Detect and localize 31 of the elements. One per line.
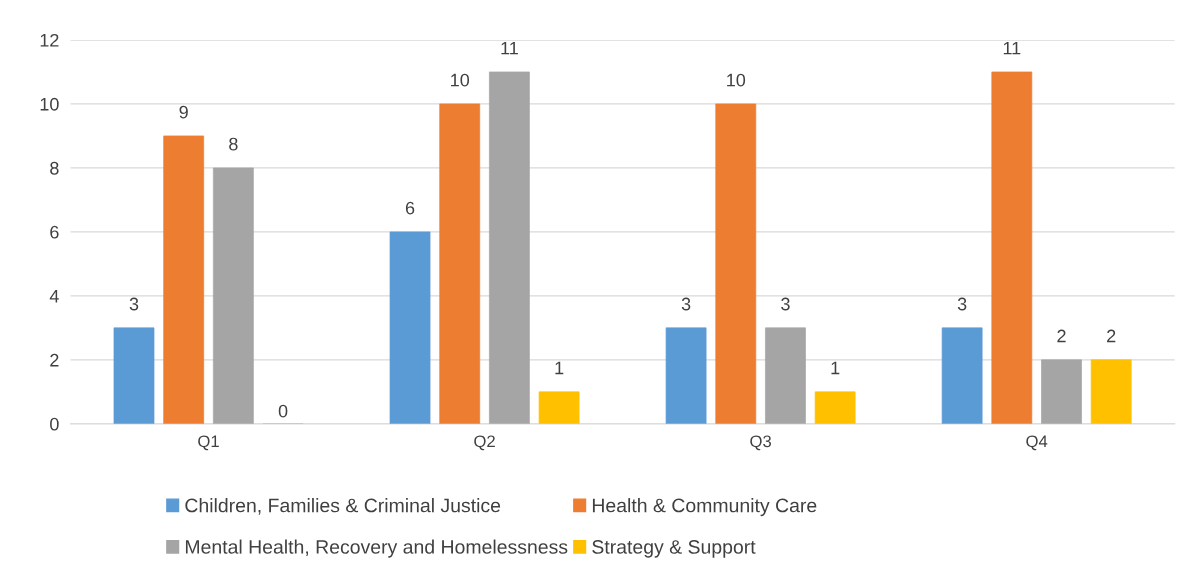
- x-tick-label: Q3: [750, 435, 771, 451]
- data-label: 11: [501, 41, 518, 55]
- x-tick-label: Q1: [198, 435, 219, 451]
- data-label: 10: [451, 73, 470, 87]
- data-label: 0: [278, 404, 288, 418]
- y-tick-label: 10: [40, 97, 59, 111]
- data-label: 1: [831, 361, 840, 375]
- data-label: 6: [405, 201, 415, 215]
- data-label: 8: [229, 137, 238, 151]
- data-label: 11: [1003, 41, 1021, 55]
- y-tick-label: 0: [50, 417, 59, 431]
- data-label: 2: [1107, 329, 1116, 343]
- legend-label: Health & Community Care: [592, 498, 817, 517]
- data-label: 3: [957, 297, 967, 311]
- y-tick-label: 4: [49, 289, 59, 303]
- data-label: 9: [179, 105, 188, 119]
- data-label: 3: [129, 297, 139, 311]
- y-tick-label: 8: [50, 161, 59, 175]
- x-tick-label: Q2: [474, 435, 495, 451]
- data-label: 1: [555, 361, 564, 375]
- y-tick-label: 12: [40, 33, 59, 47]
- legend-label: Strategy & Support: [592, 540, 756, 558]
- data-label: 2: [1057, 329, 1066, 343]
- data-label: 3: [781, 297, 790, 311]
- y-tick-label: 6: [50, 225, 59, 239]
- legend-label: Children, Families & Criminal Justice: [185, 498, 501, 515]
- y-tick-label: 2: [50, 353, 59, 367]
- data-label: 3: [681, 297, 691, 311]
- legend-label: Mental Health, Recovery and Homelessness: [185, 539, 568, 558]
- x-tick-label: Q4: [1026, 435, 1048, 451]
- data-label: 10: [727, 73, 746, 87]
